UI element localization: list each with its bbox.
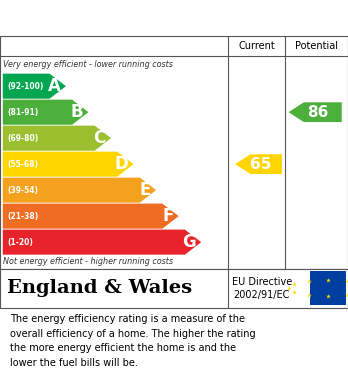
Text: D: D (114, 155, 128, 173)
Text: E: E (140, 181, 151, 199)
Polygon shape (3, 152, 134, 177)
Polygon shape (3, 100, 88, 125)
Text: (39-54): (39-54) (7, 186, 38, 195)
Text: (92-100): (92-100) (7, 82, 44, 91)
Text: (69-80): (69-80) (7, 134, 38, 143)
Text: Potential: Potential (295, 41, 338, 51)
Text: England & Wales: England & Wales (7, 279, 192, 297)
Text: EU Directive
2002/91/EC: EU Directive 2002/91/EC (232, 276, 292, 300)
Polygon shape (3, 204, 179, 229)
Text: (55-68): (55-68) (7, 160, 38, 169)
Text: Not energy efficient - higher running costs: Not energy efficient - higher running co… (3, 257, 173, 266)
Text: G: G (182, 233, 196, 251)
Polygon shape (3, 74, 66, 99)
Text: C: C (94, 129, 106, 147)
Text: (81-91): (81-91) (7, 108, 38, 117)
Polygon shape (3, 126, 111, 151)
Polygon shape (235, 154, 282, 174)
Text: A: A (48, 77, 61, 95)
Text: 86: 86 (307, 105, 328, 120)
Text: Energy Efficiency Rating: Energy Efficiency Rating (7, 9, 236, 27)
Text: F: F (162, 207, 173, 225)
Polygon shape (288, 102, 342, 122)
Text: (21-38): (21-38) (7, 212, 38, 221)
Text: 65: 65 (250, 157, 271, 172)
Text: B: B (71, 103, 83, 121)
Text: Very energy efficient - lower running costs: Very energy efficient - lower running co… (3, 60, 173, 69)
Text: The energy efficiency rating is a measure of the
overall efficiency of a home. T: The energy efficiency rating is a measur… (10, 314, 256, 368)
Polygon shape (3, 178, 156, 203)
Polygon shape (3, 230, 201, 255)
Text: Current: Current (238, 41, 275, 51)
Bar (310, 271, 346, 305)
Text: (1-20): (1-20) (7, 238, 33, 247)
